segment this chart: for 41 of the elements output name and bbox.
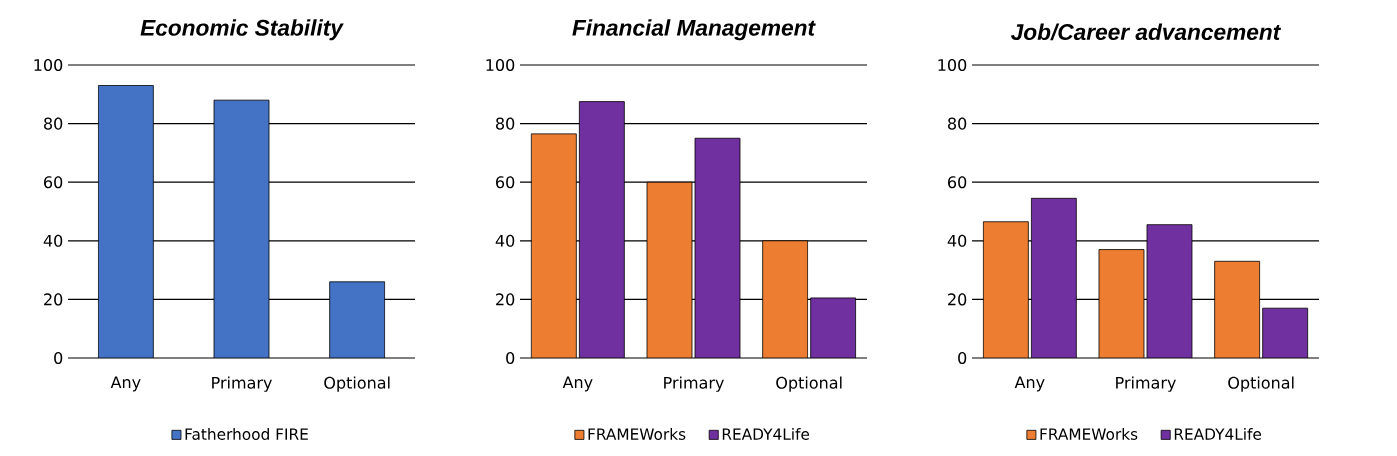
y-tick-label: 0 <box>54 351 63 365</box>
x-tick-label: Optional <box>324 376 390 392</box>
bar <box>530 133 577 358</box>
x-tick-label: Any <box>562 376 593 392</box>
y-tick-label: 0 <box>958 351 967 365</box>
y-tick-label: 40 <box>947 234 967 247</box>
y-tick-label: 80 <box>496 117 515 130</box>
legend-label: FRAMEWorks <box>1040 428 1138 440</box>
y-tick-label: 40 <box>43 234 63 247</box>
legend-label: READY4Life <box>722 428 810 440</box>
x-tick-label: Any <box>1014 376 1045 392</box>
y-tick-label: 20 <box>948 293 967 306</box>
y-tick-label: 80 <box>948 117 967 130</box>
bar <box>1146 224 1193 358</box>
x-tick-label: Primary <box>1116 376 1176 392</box>
x-tick-label: Optional <box>1228 376 1294 392</box>
y-tick-label: 20 <box>496 293 515 306</box>
legend-label: READY4Life <box>1174 428 1262 440</box>
chart-title: Financial Management <box>572 19 816 41</box>
y-tick-label: 60 <box>948 176 967 189</box>
y-tick-label: 100 <box>938 58 967 72</box>
x-tick-label: Primary <box>664 376 724 392</box>
chart-title: Job/Career advancement <box>1010 23 1282 41</box>
y-tick-label: 40 <box>495 234 515 247</box>
legend-label: Fatherhood FIRE <box>185 428 308 440</box>
y-tick-label: 100 <box>486 58 515 72</box>
y-tick-label: 20 <box>44 293 63 306</box>
x-tick-label: Optional <box>776 376 842 392</box>
y-tick-label: 60 <box>496 176 515 189</box>
chart-title: Economic Stability <box>140 19 344 41</box>
y-tick-label: 0 <box>506 351 515 365</box>
legend-label: FRAMEWorks <box>588 428 686 440</box>
x-tick-label: Primary <box>212 376 272 392</box>
y-tick-label: 60 <box>44 176 63 189</box>
bar <box>1030 197 1077 358</box>
y-tick-label: 100 <box>34 58 63 72</box>
bar <box>1262 307 1309 358</box>
y-tick-label: 80 <box>44 117 63 130</box>
x-tick-label: Any <box>110 376 141 392</box>
bar <box>646 181 693 358</box>
bar <box>762 240 809 358</box>
